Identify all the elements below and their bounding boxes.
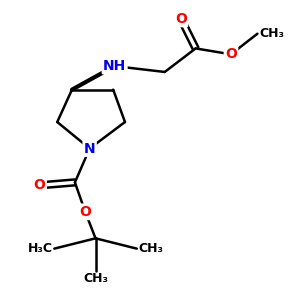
Text: O: O <box>79 205 91 219</box>
Text: N: N <box>84 142 95 155</box>
Text: O: O <box>175 12 187 26</box>
Text: O: O <box>225 47 237 61</box>
Text: NH: NH <box>103 59 126 73</box>
Text: CH₃: CH₃ <box>138 242 163 255</box>
Text: CH₃: CH₃ <box>259 27 284 40</box>
Text: CH₃: CH₃ <box>83 272 108 285</box>
Text: H₃C: H₃C <box>28 242 53 255</box>
Text: O: O <box>34 178 46 192</box>
